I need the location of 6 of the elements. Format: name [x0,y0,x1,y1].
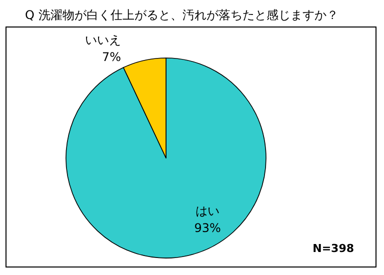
slice-label: はい [196,204,220,218]
chart-title: Q 洗濯物が白く仕上がると、汚れが落ちたと感じますか？ [25,8,338,22]
data-label: 7% [102,50,122,64]
text: N=398 [312,242,354,255]
data-label: 93% [194,221,221,236]
slice-label: いいえ [85,33,122,48]
